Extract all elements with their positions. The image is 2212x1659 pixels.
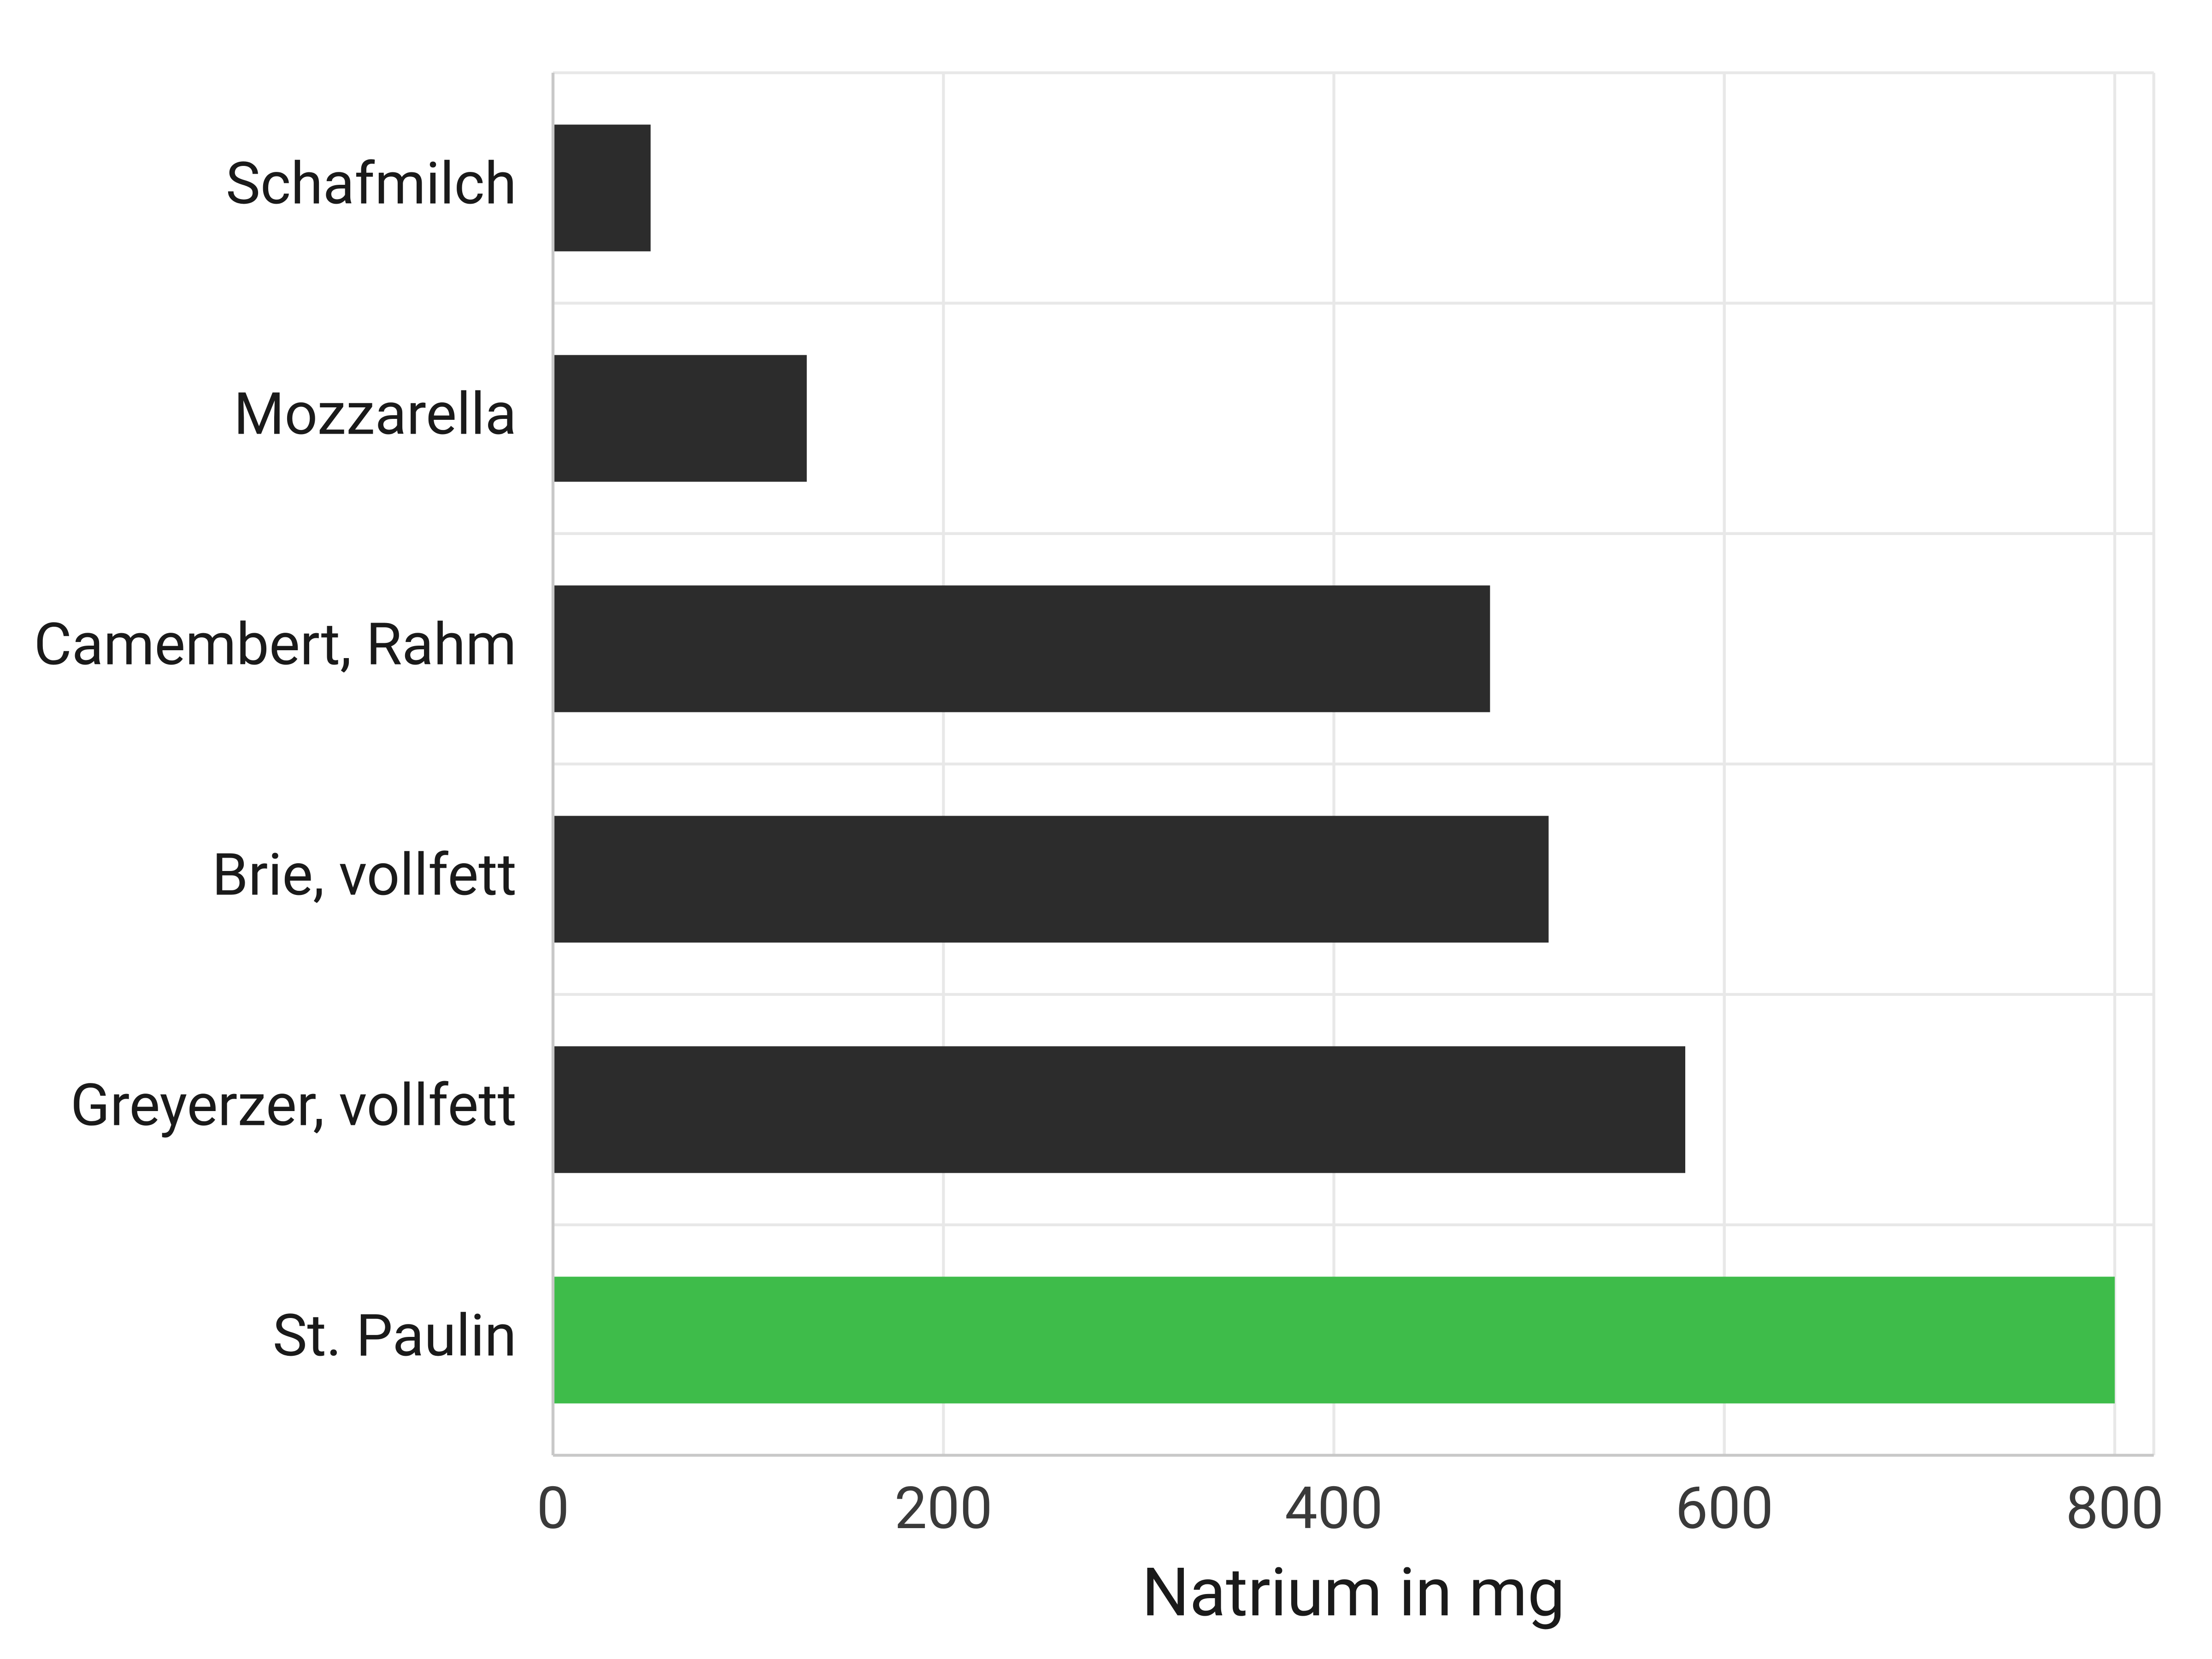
- bar: [553, 816, 1548, 942]
- sodium-bar-chart: Schafmilch Mozzarella Camembert, Rahm Brie,…: [0, 0, 2212, 1659]
- y-category-label: Greyerzer, vollfett: [71, 1071, 517, 1139]
- x-tick-label: 200: [894, 1474, 993, 1542]
- bar: [553, 1046, 1685, 1173]
- y-category-label: Mozzarella: [234, 380, 517, 448]
- bar: [553, 1277, 2115, 1403]
- y-category-label: St. Paulin: [273, 1301, 517, 1370]
- x-axis-label: Natrium in mg: [1142, 1553, 1565, 1632]
- bar: [553, 355, 807, 482]
- y-category-label: Schafmilch: [226, 149, 517, 218]
- x-tick-label: 0: [537, 1474, 570, 1542]
- x-tick-label: 600: [1675, 1474, 1773, 1542]
- chart-container: Schafmilch Mozzarella Camembert, Rahm Brie,…: [0, 0, 2212, 1659]
- y-category-label: Brie, vollfett: [212, 841, 517, 909]
- bar: [553, 124, 651, 251]
- y-category-label: Camembert, Rahm: [34, 610, 517, 678]
- x-tick-label: 800: [2065, 1474, 2164, 1542]
- x-tick-label: 400: [1285, 1474, 1383, 1542]
- bar: [553, 585, 1490, 712]
